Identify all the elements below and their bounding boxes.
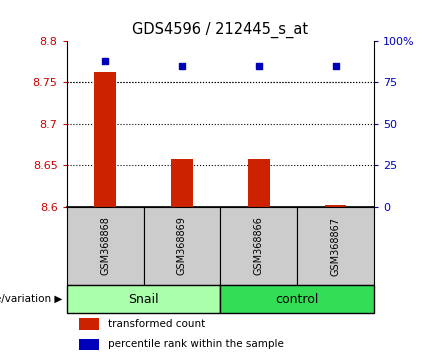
Point xyxy=(178,63,185,69)
Bar xyxy=(94,72,116,207)
Text: GSM368866: GSM368866 xyxy=(254,217,264,275)
Point xyxy=(332,63,339,69)
Text: GSM368869: GSM368869 xyxy=(177,217,187,275)
Bar xyxy=(79,338,99,350)
Bar xyxy=(325,205,347,207)
Bar xyxy=(221,207,297,285)
Bar xyxy=(171,159,193,207)
Text: Snail: Snail xyxy=(128,293,159,306)
Text: genotype/variation ▶: genotype/variation ▶ xyxy=(0,294,62,304)
Bar xyxy=(297,207,374,285)
Text: GSM368868: GSM368868 xyxy=(100,217,110,275)
Bar xyxy=(144,207,221,285)
Title: GDS4596 / 212445_s_at: GDS4596 / 212445_s_at xyxy=(132,22,308,38)
Point xyxy=(101,58,108,63)
Bar xyxy=(79,318,99,330)
Bar xyxy=(67,207,144,285)
Text: GSM368867: GSM368867 xyxy=(331,217,341,275)
Text: control: control xyxy=(276,293,319,306)
Bar xyxy=(221,285,374,313)
Bar xyxy=(248,159,270,207)
Point xyxy=(255,63,262,69)
Text: transformed count: transformed count xyxy=(108,319,206,329)
Bar xyxy=(67,285,221,313)
Text: percentile rank within the sample: percentile rank within the sample xyxy=(108,339,284,349)
